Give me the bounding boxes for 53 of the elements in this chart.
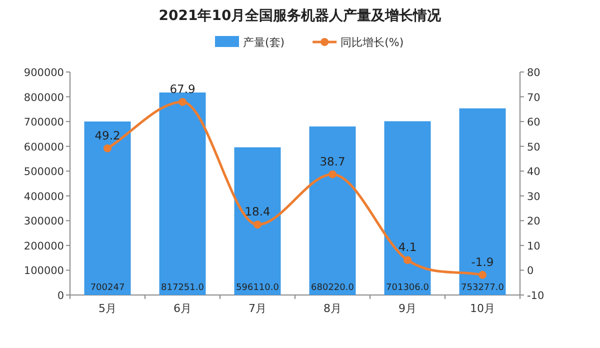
y2-tick-label: 30	[527, 190, 540, 203]
data-label: 4.1	[398, 240, 417, 254]
point	[404, 256, 412, 264]
y2-tick-label: -10	[527, 290, 544, 302]
data-label: 680220.0	[311, 283, 354, 293]
point	[478, 270, 486, 279]
y2-tick-label: 50	[527, 141, 540, 154]
y2-tick-label: 60	[527, 116, 540, 129]
y-tick-label: 500000	[24, 166, 64, 178]
x-tick-label: 7月	[248, 302, 266, 315]
bar	[309, 126, 356, 295]
point	[178, 98, 186, 106]
data-label: 596110.0	[236, 283, 280, 293]
bar	[234, 147, 281, 295]
y-tick-label: 600000	[24, 141, 64, 154]
bar	[459, 108, 506, 295]
x-tick-label: 9月	[398, 302, 416, 315]
y2-tick-label: 10	[527, 240, 540, 252]
y2-tick-label: 70	[527, 92, 540, 104]
data-label: 67.9	[170, 82, 196, 96]
point	[104, 144, 112, 152]
y-tick-label: 100000	[24, 265, 64, 278]
data-label: 753277.0	[461, 283, 504, 293]
data-label: 38.7	[320, 154, 346, 168]
data-label: 817251.0	[161, 283, 204, 293]
data-label: 18.4	[244, 204, 270, 219]
y-tick-label: 800000	[24, 92, 64, 104]
chart-title: 2021年10月全国服务机器人产量及增长情况	[158, 7, 442, 24]
x-tick-label: 6月	[174, 302, 192, 315]
y-tick-label: 400000	[24, 190, 64, 203]
bar	[84, 121, 131, 295]
y-tick-label: 300000	[24, 216, 64, 228]
y-tick-label: 700000	[24, 116, 64, 129]
y-tick-label: 900000	[24, 67, 64, 79]
y-tick-label: 0	[57, 290, 64, 302]
point	[328, 170, 336, 178]
x-tick-label: 8月	[324, 302, 342, 315]
y2-tick-label: 20	[527, 216, 540, 228]
x-tick-label: 10月	[470, 302, 495, 315]
point	[254, 220, 262, 229]
legend-label: 产量(套)	[243, 36, 285, 49]
legend-label: 同比增长(%)	[340, 36, 404, 49]
bar	[159, 92, 206, 295]
data-label: 49.2	[94, 128, 120, 142]
data-label: -1.9	[471, 254, 494, 269]
data-label: 700247	[90, 283, 125, 293]
data-label: 701306.0	[386, 283, 430, 293]
y-tick-label: 200000	[24, 240, 64, 252]
y2-tick-label: 80	[527, 67, 540, 79]
y2-tick-label: 0	[527, 265, 534, 278]
y2-tick-label: 40	[527, 166, 540, 178]
bar	[384, 121, 431, 295]
x-tick-label: 5月	[98, 302, 116, 315]
